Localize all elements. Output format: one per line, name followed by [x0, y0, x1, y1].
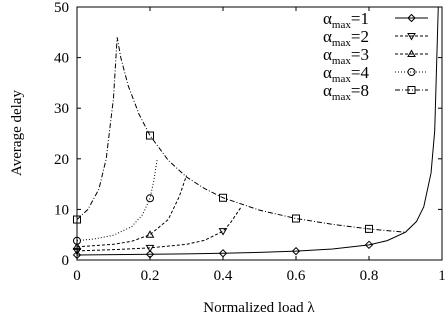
plot-frame [76, 6, 443, 261]
legend-label-1: αmax=1 [323, 9, 369, 31]
series-4-marker [73, 236, 81, 245]
y-tick-label: 0 [62, 253, 70, 269]
y-axis-title: Average delay [9, 90, 25, 176]
legend-label-2: αmax=2 [323, 27, 369, 49]
series-1-marker [145, 250, 155, 259]
series-5-marker [146, 131, 154, 140]
legend-marker-2 [407, 33, 416, 41]
y-tick-label: 30 [54, 101, 69, 117]
series-3-marker [145, 230, 155, 238]
series-line-5 [77, 37, 406, 233]
series-lines [77, 7, 439, 256]
legend-marker-5 [407, 86, 416, 94]
series-line-1 [77, 7, 439, 256]
legend-label-5: αmax=8 [323, 81, 369, 103]
series-1-marker [364, 240, 374, 250]
y-tick-label: 40 [54, 51, 69, 67]
x-tick-label: 0.2 [141, 268, 160, 284]
series-2-marker [145, 244, 155, 253]
y-tick-label: 50 [54, 0, 69, 16]
x-tick-label: 0.4 [214, 268, 233, 284]
series-3-marker [72, 242, 82, 250]
x-tick-label: 0.8 [360, 268, 379, 284]
series-1-marker [72, 250, 82, 260]
series-markers [72, 131, 374, 260]
series-line-3 [77, 175, 187, 248]
legend-label-3: αmax=3 [323, 45, 369, 67]
series-2-marker [72, 247, 82, 256]
legend-marker-3 [407, 49, 416, 57]
series-2-marker [218, 228, 228, 236]
x-tick-label: 0.6 [287, 268, 306, 284]
series-5-marker [73, 215, 81, 224]
series-5-marker [365, 224, 373, 233]
y-tick-label: 10 [54, 202, 69, 218]
y-tick-label: 20 [54, 152, 69, 168]
legend-marker-4 [407, 68, 416, 76]
series-5-marker [219, 193, 227, 202]
legend-marker-1 [407, 13, 416, 23]
legend-label-4: αmax=4 [323, 63, 369, 85]
x-tick-label: 1 [438, 268, 445, 284]
axis-ticks [76, 6, 443, 261]
x-axis-title: Normalized load λ [203, 300, 315, 316]
x-tick-label: 0 [73, 268, 81, 284]
series-5-marker [292, 214, 300, 223]
series-line-2 [77, 206, 242, 252]
series-1-marker [218, 249, 228, 258]
series-1-marker [291, 246, 301, 256]
series-line-4 [77, 158, 158, 242]
series-4-marker [146, 194, 154, 203]
